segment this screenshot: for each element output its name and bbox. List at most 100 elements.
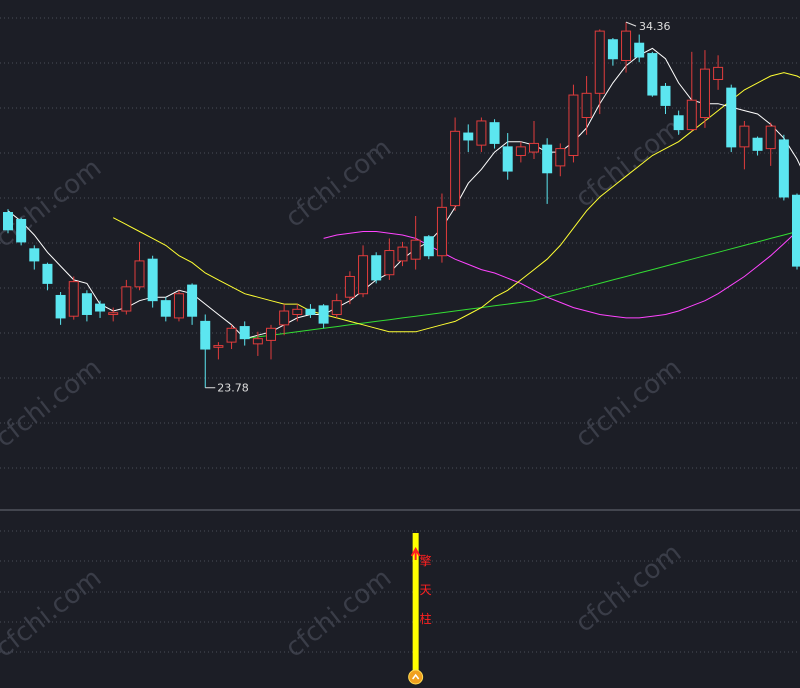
candle-body — [778, 139, 789, 198]
candle — [134, 241, 145, 291]
candle-body — [450, 130, 461, 207]
candle-body — [147, 258, 158, 302]
candle-body — [765, 125, 776, 150]
candle — [55, 292, 66, 325]
candle — [752, 136, 763, 156]
candle — [397, 241, 408, 267]
candle — [226, 324, 237, 350]
candle — [529, 120, 539, 159]
candle — [647, 51, 658, 97]
candle — [108, 307, 119, 322]
candle-body — [213, 345, 224, 348]
candle — [568, 84, 579, 163]
candle-body — [121, 286, 132, 312]
candle — [423, 234, 434, 260]
candle — [147, 255, 158, 308]
candle-body — [292, 308, 303, 315]
candle — [160, 297, 171, 322]
candle-body — [792, 194, 800, 267]
signal-arrow-icon — [410, 546, 421, 560]
candle-body — [634, 42, 645, 58]
candle-body — [371, 255, 382, 281]
candle-body — [173, 293, 184, 319]
candle — [699, 50, 710, 128]
candle — [266, 324, 276, 360]
candle — [371, 252, 382, 284]
candle-body — [752, 137, 763, 151]
candle — [555, 143, 566, 177]
candle — [778, 134, 789, 201]
candle-body — [226, 327, 237, 343]
signal-indicator: 擎天柱 — [408, 533, 432, 685]
candle — [515, 141, 526, 163]
candle-body — [489, 122, 500, 144]
candle — [450, 117, 461, 211]
candle — [305, 304, 316, 318]
candle-body — [568, 94, 579, 157]
candle-body — [305, 308, 316, 315]
candle-body — [463, 132, 474, 141]
candle — [279, 304, 290, 336]
candle-body — [647, 53, 658, 96]
candle-body — [410, 239, 421, 260]
signal-label-char: 天 — [420, 583, 432, 597]
candle-body — [55, 294, 66, 319]
candle-body — [699, 68, 710, 118]
candle-body — [384, 250, 395, 276]
candle-body — [673, 115, 684, 131]
candle — [252, 331, 263, 356]
candle — [621, 22, 632, 73]
chevron-up-icon — [412, 673, 420, 680]
candle-body — [594, 30, 605, 94]
candle — [792, 193, 800, 270]
candle-body — [660, 85, 671, 106]
candle-body — [3, 212, 13, 231]
candle — [410, 215, 421, 270]
candle-body — [108, 312, 119, 315]
candle — [463, 124, 474, 153]
candle — [331, 293, 342, 318]
candle-body — [423, 236, 434, 257]
candle — [634, 34, 645, 63]
candle-body — [529, 142, 539, 153]
candle — [739, 120, 750, 170]
candle — [213, 342, 224, 360]
candle-body — [187, 284, 198, 317]
candle-body — [134, 260, 145, 288]
candle — [686, 51, 697, 132]
candle-body — [502, 146, 513, 172]
candle-body — [252, 338, 263, 345]
candle — [173, 290, 184, 322]
candle-body — [621, 30, 632, 61]
candle-body — [713, 66, 724, 80]
high-price-label: 34.36 — [639, 20, 671, 33]
candle-body — [279, 310, 290, 326]
candle-body — [436, 206, 447, 257]
candle — [29, 245, 40, 270]
candle — [673, 110, 684, 135]
candle — [239, 321, 250, 346]
candle — [607, 38, 618, 66]
candle — [660, 82, 671, 115]
candle-body — [607, 39, 618, 60]
candle — [476, 117, 487, 153]
candle — [16, 217, 27, 246]
candle — [68, 276, 79, 320]
signal-label-char: 柱 — [420, 611, 432, 626]
candle-body — [42, 263, 53, 284]
candles — [3, 22, 800, 388]
candle-body — [68, 281, 79, 317]
candle-body — [358, 255, 369, 295]
candle-body — [331, 300, 342, 315]
candle — [436, 193, 447, 263]
candle-body — [542, 144, 553, 174]
candle-body — [29, 248, 40, 262]
candle-body — [344, 275, 355, 298]
low-price-label: 23.78 — [217, 382, 249, 395]
candle — [3, 209, 13, 234]
candle — [384, 238, 395, 280]
candle-body — [726, 87, 737, 148]
candle — [502, 133, 513, 180]
candle — [713, 55, 724, 90]
